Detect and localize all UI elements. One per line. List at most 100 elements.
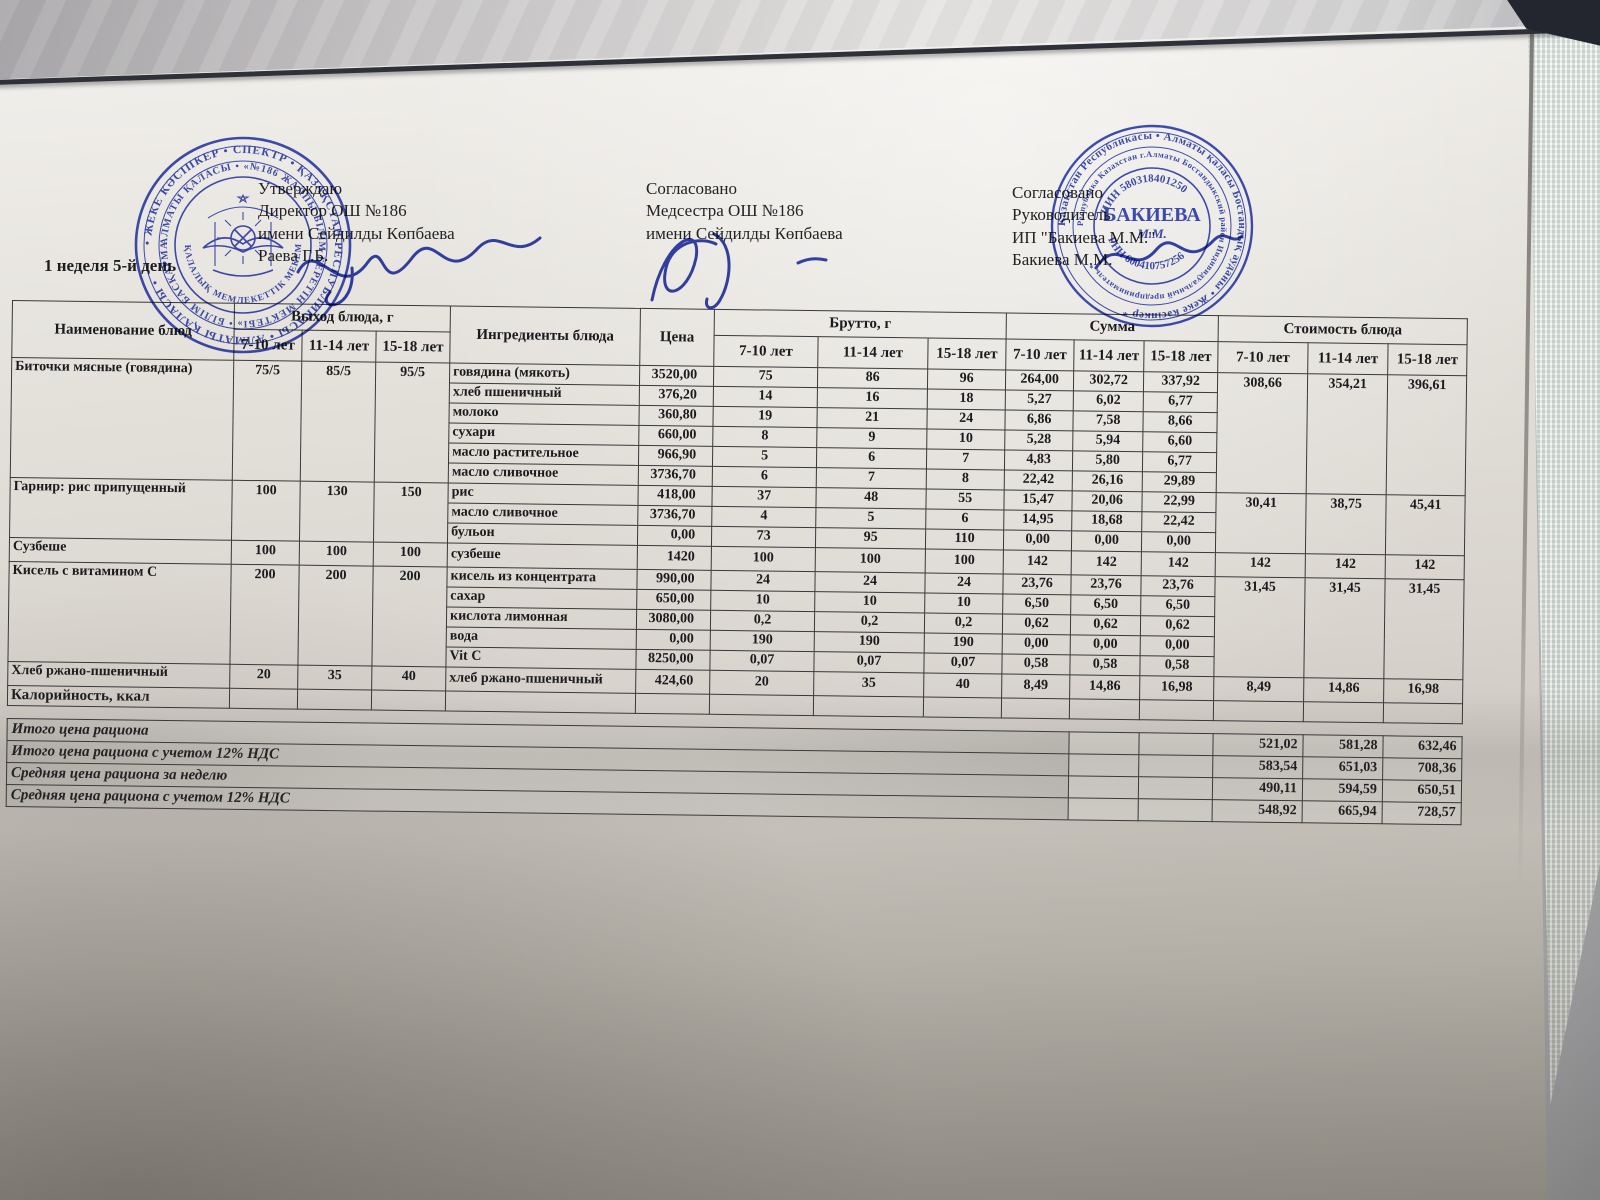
cost-cell: 142 [1215, 552, 1306, 578]
brutto-cell: 24 [926, 409, 1006, 430]
sum-cell: 0,62 [1070, 614, 1141, 636]
age-col-header: 11-14 лет [817, 336, 929, 370]
brutto-cell: 16 [817, 387, 928, 410]
brutto-cell: 0,2 [814, 611, 925, 633]
cost-cell: 31,45 [1383, 578, 1465, 680]
cost-cell: 354,21 [1306, 373, 1388, 495]
sum-cell: 23,76 [1002, 573, 1072, 595]
brutto-cell: 20 [709, 670, 814, 696]
output-cell: 200 [297, 565, 374, 667]
sum-cell: 0,00 [1003, 529, 1072, 551]
ingredient-cell: сузбеше [447, 542, 638, 570]
price-cell: 376,20 [639, 385, 714, 407]
brutto-cell: 6 [925, 509, 1005, 530]
summary-value-cell: 594,59 [1302, 778, 1383, 802]
summary-value-cell: 548,92 [1212, 799, 1303, 823]
empty-cell [709, 694, 814, 716]
empty-cell [1138, 754, 1213, 778]
brutto-cell: 48 [815, 487, 927, 510]
sum-cell: 0,00 [1140, 635, 1215, 657]
sum-cell: 22,99 [1141, 491, 1217, 513]
price-cell: 3736,70 [637, 505, 712, 527]
brutto-cell: 10 [710, 590, 815, 612]
brutto-cell: 100 [711, 546, 816, 572]
sum-cell: 14,86 [1069, 674, 1140, 700]
stamp-owner-initials: М.М. [1136, 226, 1167, 241]
brutto-cell: 75 [713, 366, 818, 388]
output-cell: 100 [299, 541, 374, 567]
sum-cell: 26,16 [1072, 470, 1143, 492]
brutto-cell: 96 [927, 369, 1006, 390]
sum-cell: 264,00 [1005, 369, 1074, 391]
empty-cell [1138, 776, 1213, 800]
empty-cell [1068, 797, 1139, 821]
menu-table-area: Наименование блюд Выход блюда, г Ингреди… [6, 300, 1468, 825]
approval-line: Согласовано [646, 179, 737, 198]
age-col-header: 11-14 лет [1307, 342, 1389, 375]
cost-cell: 30,41 [1215, 492, 1307, 554]
provider-round-stamp: Қазақстан Республикасы • Алматы қаласы Б… [1050, 124, 1254, 328]
output-cell: 100 [231, 540, 300, 566]
price-cell: 418,00 [637, 485, 713, 507]
brutto-cell: 100 [925, 548, 1004, 574]
brutto-cell: 0,07 [923, 652, 1003, 674]
brutto-cell: 24 [814, 571, 926, 593]
sum-cell: 6,50 [1140, 595, 1215, 617]
age-col-header: 7-10 лет [1217, 341, 1309, 374]
kazakhstan-emblem [202, 193, 284, 277]
week-day-label: 1 неделя 5-й день [44, 256, 177, 275]
ingredient-cell: хлеб пшеничный [449, 383, 640, 406]
summary-value-cell: 521,02 [1212, 733, 1304, 757]
sum-cell: 142 [1003, 549, 1072, 575]
empty-cell [1068, 753, 1139, 777]
output-cell: 200 [229, 564, 300, 666]
approval-block-nurse: Согласовано Медсестра ОШ №186 имени Сейд… [646, 178, 843, 245]
dish-name-cell: Хлеб ржано-пшеничный [7, 661, 230, 689]
sum-cell: 6,60 [1142, 431, 1218, 453]
ingredient-cell: говядина (мякоть) [449, 363, 640, 386]
age-col-header: 15-18 лет [375, 331, 451, 364]
sum-cell: 18,68 [1071, 510, 1142, 532]
brutto-cell: 73 [711, 526, 816, 548]
ingredient-cell: рис [448, 482, 639, 506]
sum-cell: 0,62 [1002, 613, 1071, 635]
cost-cell: 142 [1385, 554, 1465, 580]
brutto-cell: 95 [815, 527, 926, 549]
age-col-header: 11-14 лет [1073, 339, 1145, 372]
cost-cell: 308,66 [1216, 372, 1308, 494]
empty-cell [1068, 775, 1139, 799]
empty-cell [297, 689, 372, 711]
brutto-cell: 18 [927, 389, 1006, 410]
empty-cell [1213, 700, 1304, 722]
cost-cell: 8,49 [1213, 676, 1304, 702]
brutto-cell: 24 [710, 570, 816, 592]
approval-line: Бакиева М.М. [1012, 250, 1113, 270]
menu-table: Наименование блюд Выход блюда, г Ингреди… [7, 300, 1468, 724]
sum-cell: 6,86 [1005, 409, 1074, 431]
age-col-header: 15-18 лет [1143, 340, 1219, 373]
brutto-cell: 8 [712, 426, 817, 448]
sum-cell: 0,58 [1001, 653, 1071, 675]
brutto-cell: 55 [925, 489, 1005, 510]
output-cell: 150 [373, 482, 449, 543]
brutto-cell: 0,07 [709, 650, 815, 672]
ingredient-cell: сахар [446, 586, 637, 610]
brutto-cell: 24 [924, 572, 1004, 594]
ingredient-cell: бульон [447, 522, 638, 546]
ingredient-cell: масло растительное [448, 442, 639, 466]
sum-cell: 0,62 [1140, 615, 1215, 637]
output-cell: 35 [297, 665, 372, 691]
sum-cell: 5,80 [1072, 450, 1143, 472]
school-round-stamp: • ЖЕКЕ КӘСІПКЕР • СПЕКТР • ҚАЗАҚСТАН РЕС… [128, 130, 352, 354]
sum-cell: 22,42 [1004, 469, 1073, 491]
sum-cell: 6,77 [1142, 451, 1217, 473]
brutto-cell: 10 [926, 429, 1006, 450]
cost-cell: 396,61 [1386, 374, 1467, 496]
summary-value-cell: 665,94 [1302, 800, 1383, 824]
ingredient-cell: хлеб ржано-пшеничный [445, 666, 636, 694]
sum-cell: 8,66 [1142, 411, 1218, 433]
sum-cell: 8,49 [1001, 673, 1070, 699]
sum-cell: 0,00 [1071, 530, 1142, 552]
brutto-cell: 10 [814, 591, 925, 613]
empty-cell [1138, 732, 1214, 756]
